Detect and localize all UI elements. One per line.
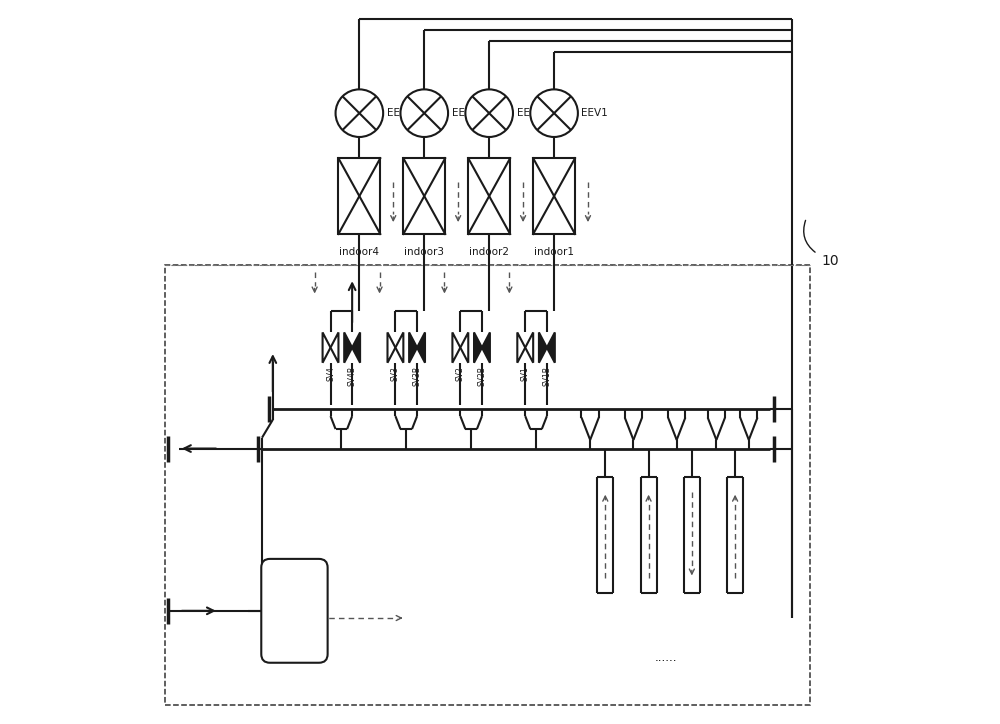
Text: 10: 10 [821,254,839,268]
Polygon shape [460,332,468,363]
Polygon shape [547,332,555,363]
Text: EEV4: EEV4 [387,108,414,118]
Text: EEV2: EEV2 [517,108,543,118]
Circle shape [530,89,578,137]
Text: SV3: SV3 [391,366,400,382]
Bar [468,159,510,234]
Polygon shape [344,332,352,363]
Polygon shape [395,332,403,363]
Text: indoor1: indoor1 [534,247,574,257]
Polygon shape [517,332,525,363]
Polygon shape [417,332,425,363]
Text: SV2: SV2 [456,366,465,381]
Polygon shape [539,332,547,363]
Text: SV4: SV4 [326,366,335,382]
Polygon shape [352,332,360,363]
Text: SV3B: SV3B [413,366,422,387]
Bar [403,159,445,234]
FancyBboxPatch shape [261,559,328,662]
Polygon shape [452,332,460,363]
Polygon shape [525,332,533,363]
Text: SV2B: SV2B [477,366,486,386]
Text: SV1B: SV1B [542,366,551,386]
Circle shape [465,89,513,137]
Text: EEV3: EEV3 [452,108,478,118]
Polygon shape [387,332,395,363]
Bar [533,159,575,234]
Polygon shape [409,332,417,363]
Text: SV1: SV1 [521,366,530,381]
Circle shape [336,89,383,137]
FancyArrowPatch shape [804,220,815,252]
Polygon shape [323,332,331,363]
Bar [338,159,380,234]
Text: indoor3: indoor3 [404,247,444,257]
Text: EEV1: EEV1 [581,108,608,118]
Polygon shape [482,332,490,363]
Bar [165,265,810,704]
Text: SV4B: SV4B [348,366,357,387]
Circle shape [400,89,448,137]
Polygon shape [474,332,482,363]
Text: ......: ...... [655,651,677,664]
Text: indoor4: indoor4 [339,247,379,257]
Polygon shape [331,332,338,363]
Text: indoor2: indoor2 [469,247,509,257]
